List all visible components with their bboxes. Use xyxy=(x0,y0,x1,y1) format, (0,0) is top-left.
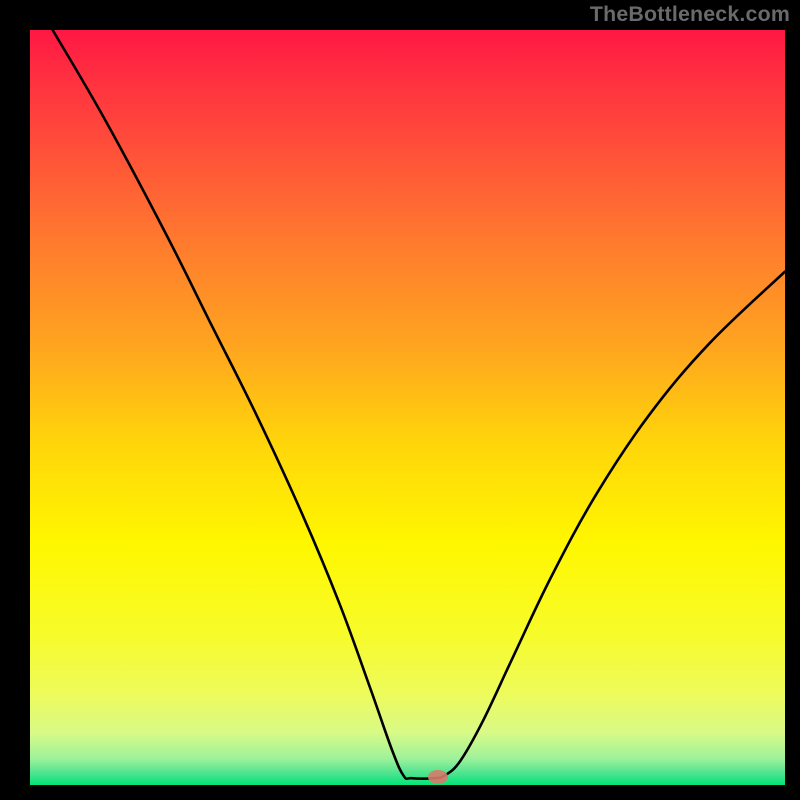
bottleneck-curve xyxy=(53,30,785,779)
optimal-point-marker xyxy=(428,770,448,784)
plot-area xyxy=(30,30,785,785)
canvas-root: TheBottleneck.com xyxy=(0,0,800,800)
curve-svg xyxy=(30,30,785,785)
watermark-text: TheBottleneck.com xyxy=(590,2,790,27)
